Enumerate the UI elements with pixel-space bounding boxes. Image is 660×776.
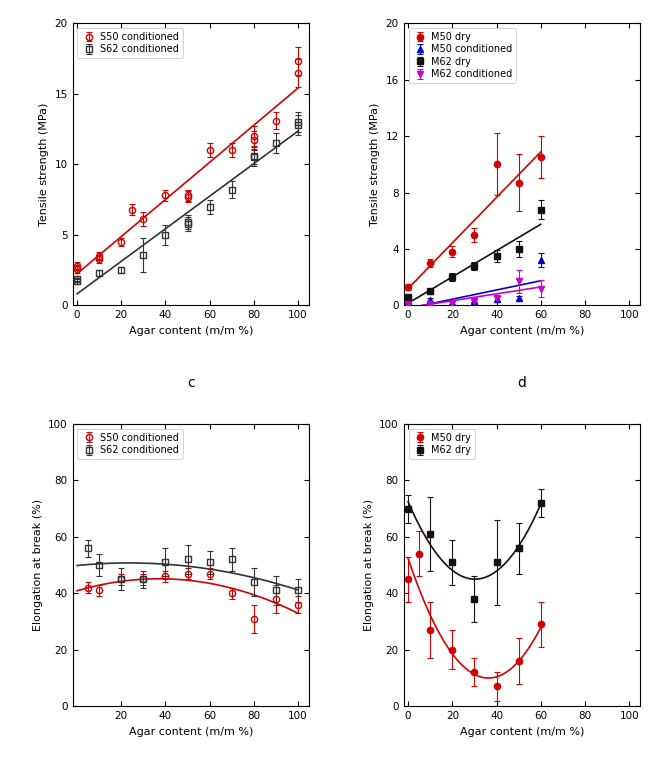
X-axis label: Agar content (m/m %): Agar content (m/m %) bbox=[129, 326, 253, 336]
Legend: S50 conditioned, S62 conditioned: S50 conditioned, S62 conditioned bbox=[77, 28, 183, 58]
X-axis label: Agar content (m/m %): Agar content (m/m %) bbox=[460, 326, 584, 336]
Legend: M50 dry, M50 conditioned, M62 dry, M62 conditioned: M50 dry, M50 conditioned, M62 dry, M62 c… bbox=[409, 28, 516, 83]
Y-axis label: Elongation at break (%): Elongation at break (%) bbox=[364, 499, 374, 631]
Text: c: c bbox=[187, 376, 195, 390]
X-axis label: Agar content (m/m %): Agar content (m/m %) bbox=[460, 726, 584, 736]
Text: d: d bbox=[517, 376, 527, 390]
Y-axis label: Elongation at break (%): Elongation at break (%) bbox=[32, 499, 42, 631]
X-axis label: Agar content (m/m %): Agar content (m/m %) bbox=[129, 726, 253, 736]
Legend: S50 conditioned, S62 conditioned: S50 conditioned, S62 conditioned bbox=[77, 429, 183, 459]
Legend: M50 dry, M62 dry: M50 dry, M62 dry bbox=[409, 429, 475, 459]
Y-axis label: Tensile strength (MPa): Tensile strength (MPa) bbox=[370, 102, 380, 226]
Y-axis label: Tensile strength (MPa): Tensile strength (MPa) bbox=[39, 102, 49, 226]
